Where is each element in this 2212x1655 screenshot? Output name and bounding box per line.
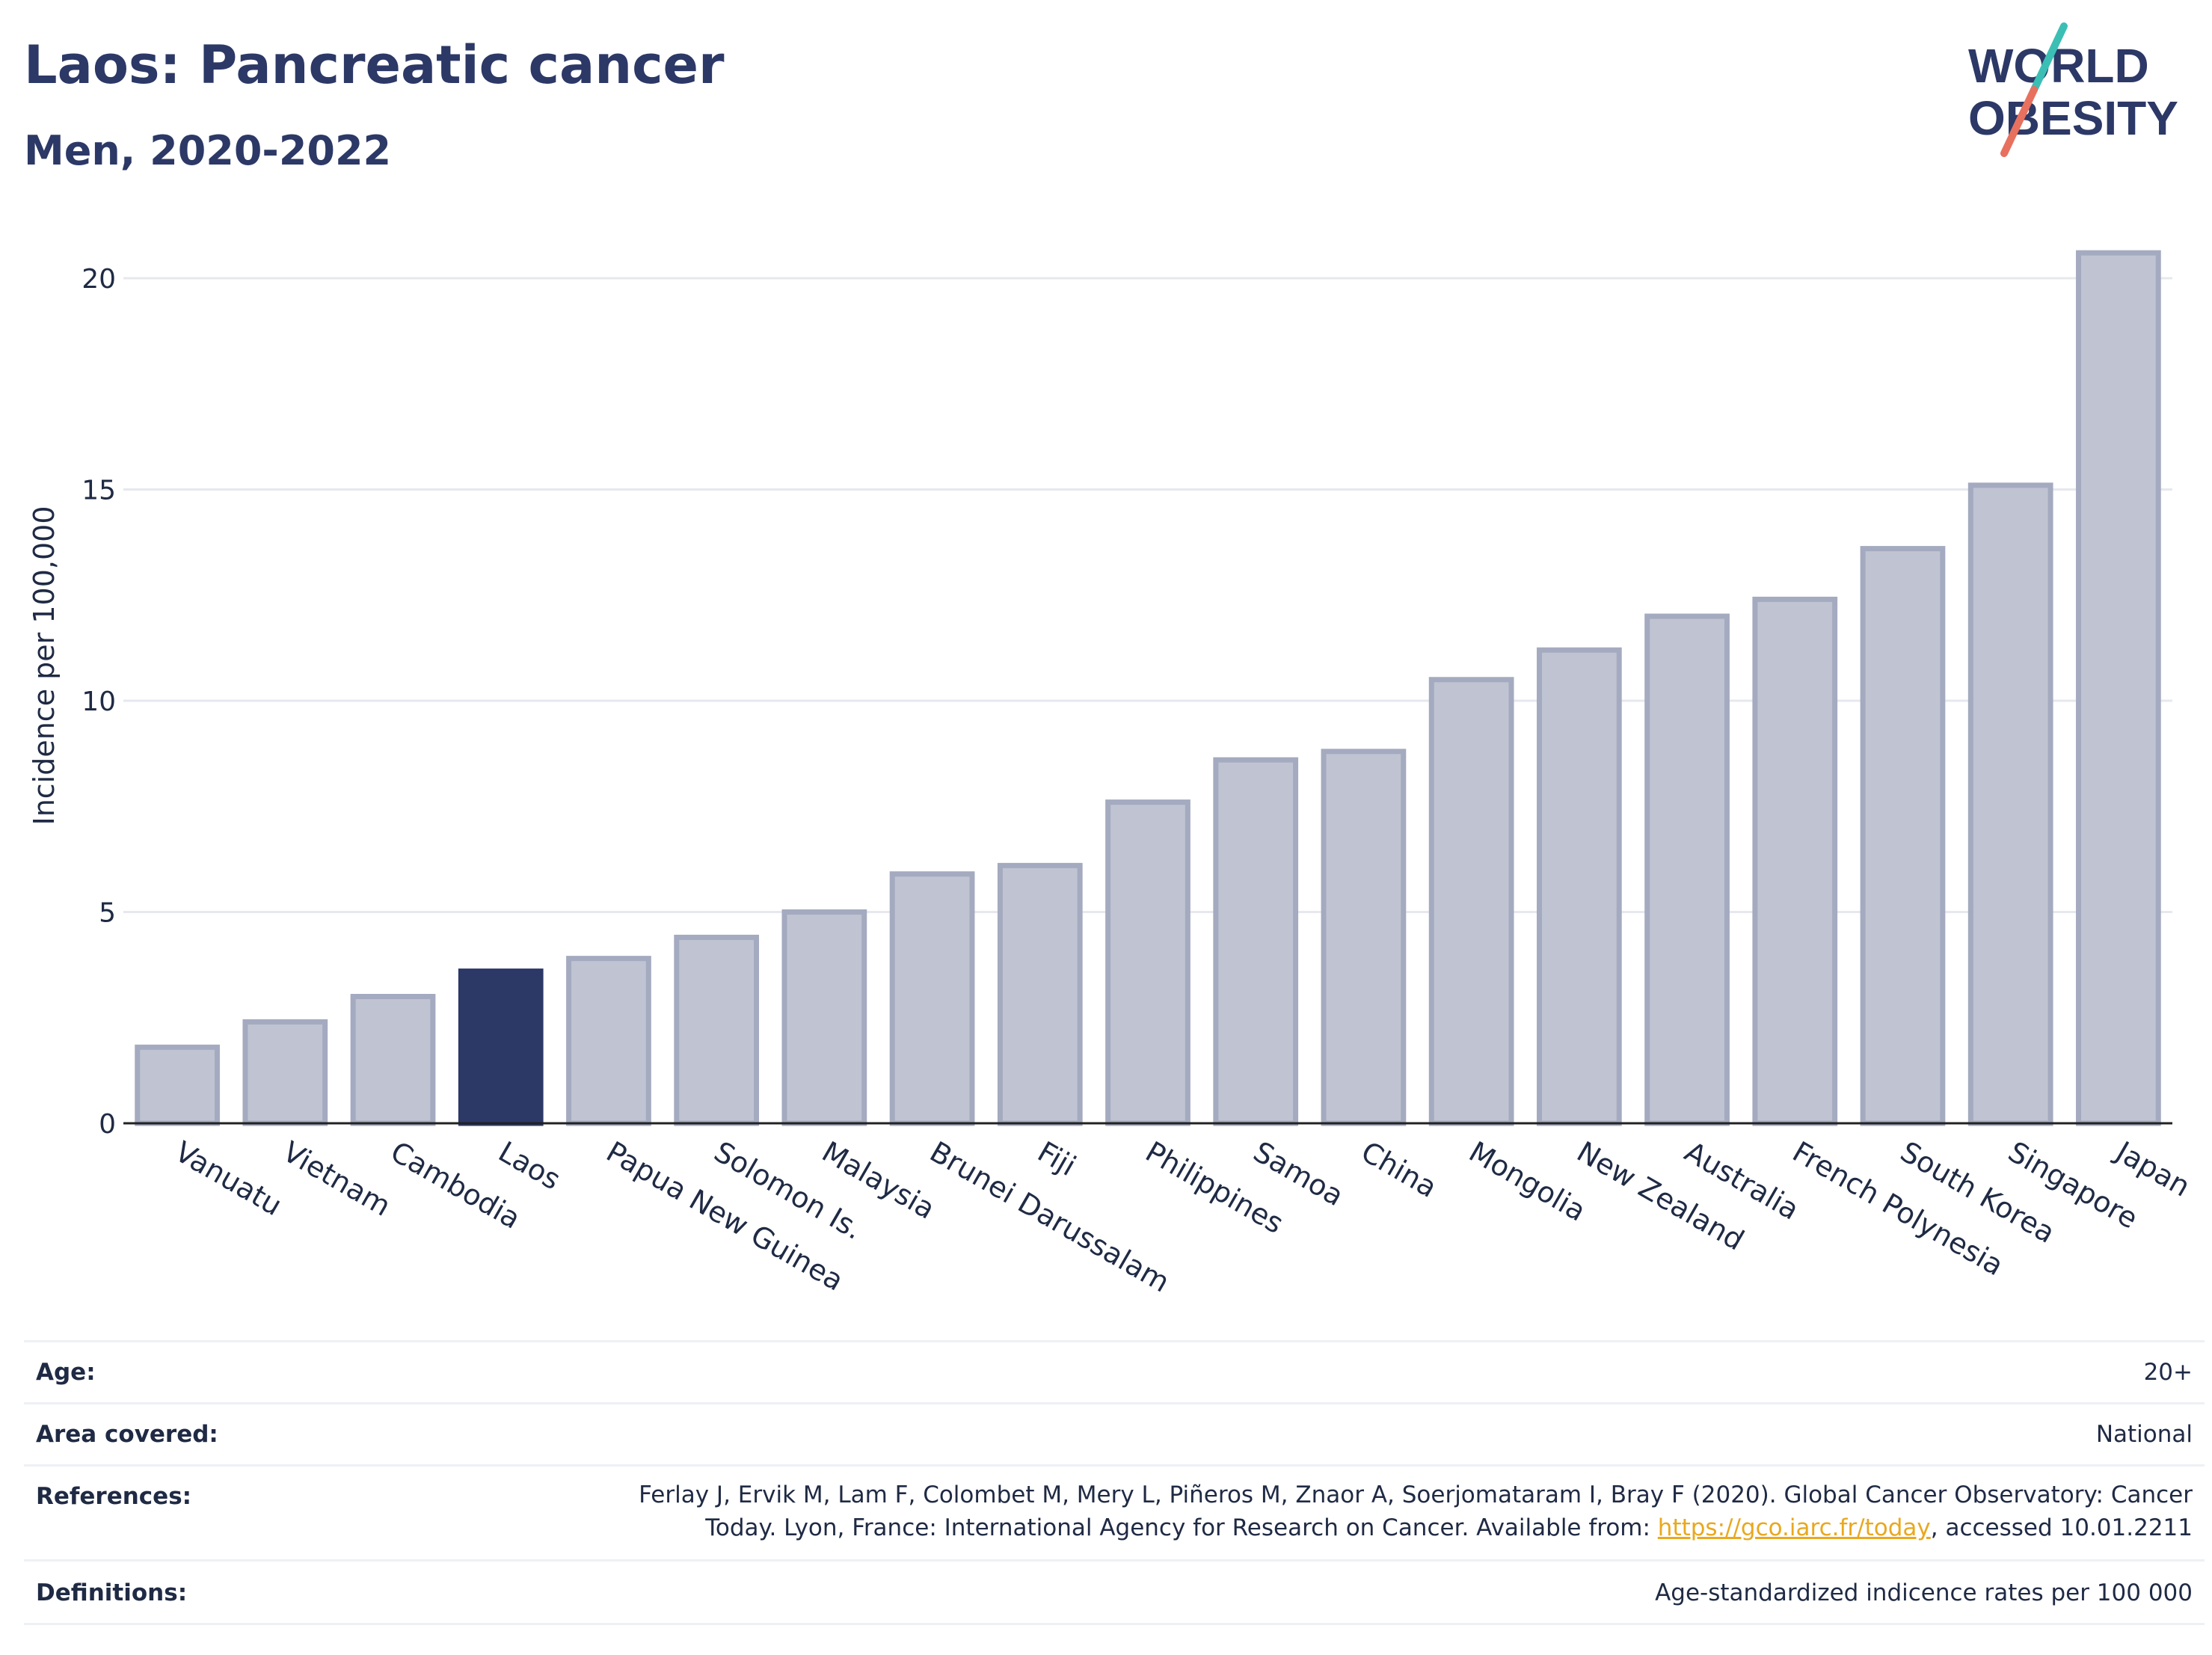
bar-philippines [1105, 799, 1191, 1126]
bar-french-polynesia [1752, 596, 1838, 1126]
bar-cambodia [350, 994, 436, 1126]
logo-word-world: WORLD [1968, 39, 2149, 93]
y-tick-label: 0 [99, 1109, 116, 1140]
info-row-area: Area covered: National [24, 1402, 2205, 1464]
x-tick-label: China [1356, 1135, 1443, 1204]
info-row-definitions: Definitions: Age-standardized indicence … [24, 1559, 2205, 1625]
bar-vietnam [242, 1019, 328, 1126]
info-references-label: References: [36, 1483, 192, 1510]
references-line-1: Ferlay J, Ervik M, Lam F, Colombet M, Me… [639, 1481, 2193, 1508]
logo-slash-coral [2000, 86, 2038, 157]
y-tick-label: 5 [99, 898, 116, 929]
logo-word-obesity: OBESITY [1968, 91, 2178, 145]
y-tick-label: 20 [82, 264, 116, 295]
info-definitions-value: Age-standardized indicence rates per 100… [1655, 1579, 2193, 1606]
bar-new-zealand [1536, 647, 1622, 1126]
y-tick-label: 10 [82, 687, 116, 717]
x-tick-label: Vietnam [277, 1135, 396, 1223]
info-row-age: Age: 20+ [24, 1340, 2205, 1402]
x-tick-label: Laos [493, 1135, 566, 1197]
bar-fiji [997, 862, 1083, 1126]
references-line-2: Today. Lyon, France: International Agenc… [639, 1511, 2193, 1544]
bar-south-korea [1860, 546, 1946, 1126]
chart-subtitle: Men, 2020-2022 [24, 127, 392, 174]
bar-malaysia [781, 909, 867, 1126]
bar-japan [2076, 250, 2161, 1126]
references-accessed: , accessed 10.01.2211 [1930, 1514, 2193, 1541]
x-tick-label: Vanuatu [170, 1135, 288, 1222]
logo-slash-teal [2030, 22, 2068, 93]
bars [135, 250, 2161, 1126]
bar-china [1321, 749, 1407, 1126]
bar-samoa [1213, 757, 1299, 1126]
bar-australia [1644, 613, 1730, 1126]
info-row-references: References: Ferlay J, Ervik M, Lam F, Co… [24, 1464, 2205, 1559]
x-tick-label: Japan [2110, 1134, 2196, 1203]
references-text: Today. Lyon, France: International Agenc… [705, 1514, 1658, 1541]
y-tick-labels: 0 5 10 15 20 [82, 264, 116, 1140]
bar-laos [458, 968, 544, 1126]
info-area-label: Area covered: [36, 1421, 218, 1448]
info-age-value: 20+ [2143, 1359, 2193, 1386]
x-tick-label: Fiji [1032, 1135, 1081, 1182]
world-obesity-logo: WORLD OBESITY [1968, 22, 2178, 157]
info-references-value: Ferlay J, Ervik M, Lam F, Colombet M, Me… [639, 1479, 2193, 1544]
info-definitions-label: Definitions: [36, 1579, 188, 1606]
bar-mongolia [1428, 677, 1514, 1126]
x-tick-label: Mongolia [1463, 1135, 1591, 1228]
y-axis-label: Incidence per 100,000 [28, 506, 61, 825]
chart-title: Laos: Pancreatic cancer [24, 34, 725, 96]
info-age-label: Age: [36, 1359, 96, 1386]
references-link[interactable]: https://gco.iarc.fr/today [1657, 1514, 1931, 1541]
info-area-value: National [2095, 1421, 2193, 1448]
bar-solomon-is [674, 934, 760, 1126]
y-tick-label: 15 [82, 476, 116, 506]
bar-papua-new-guinea [566, 956, 651, 1126]
bar-vanuatu [135, 1044, 220, 1126]
bar-brunei-darussalam [889, 871, 975, 1126]
info-table: Age: 20+ Area covered: National Referenc… [24, 1340, 2205, 1625]
bar-singapore [1967, 482, 2053, 1126]
